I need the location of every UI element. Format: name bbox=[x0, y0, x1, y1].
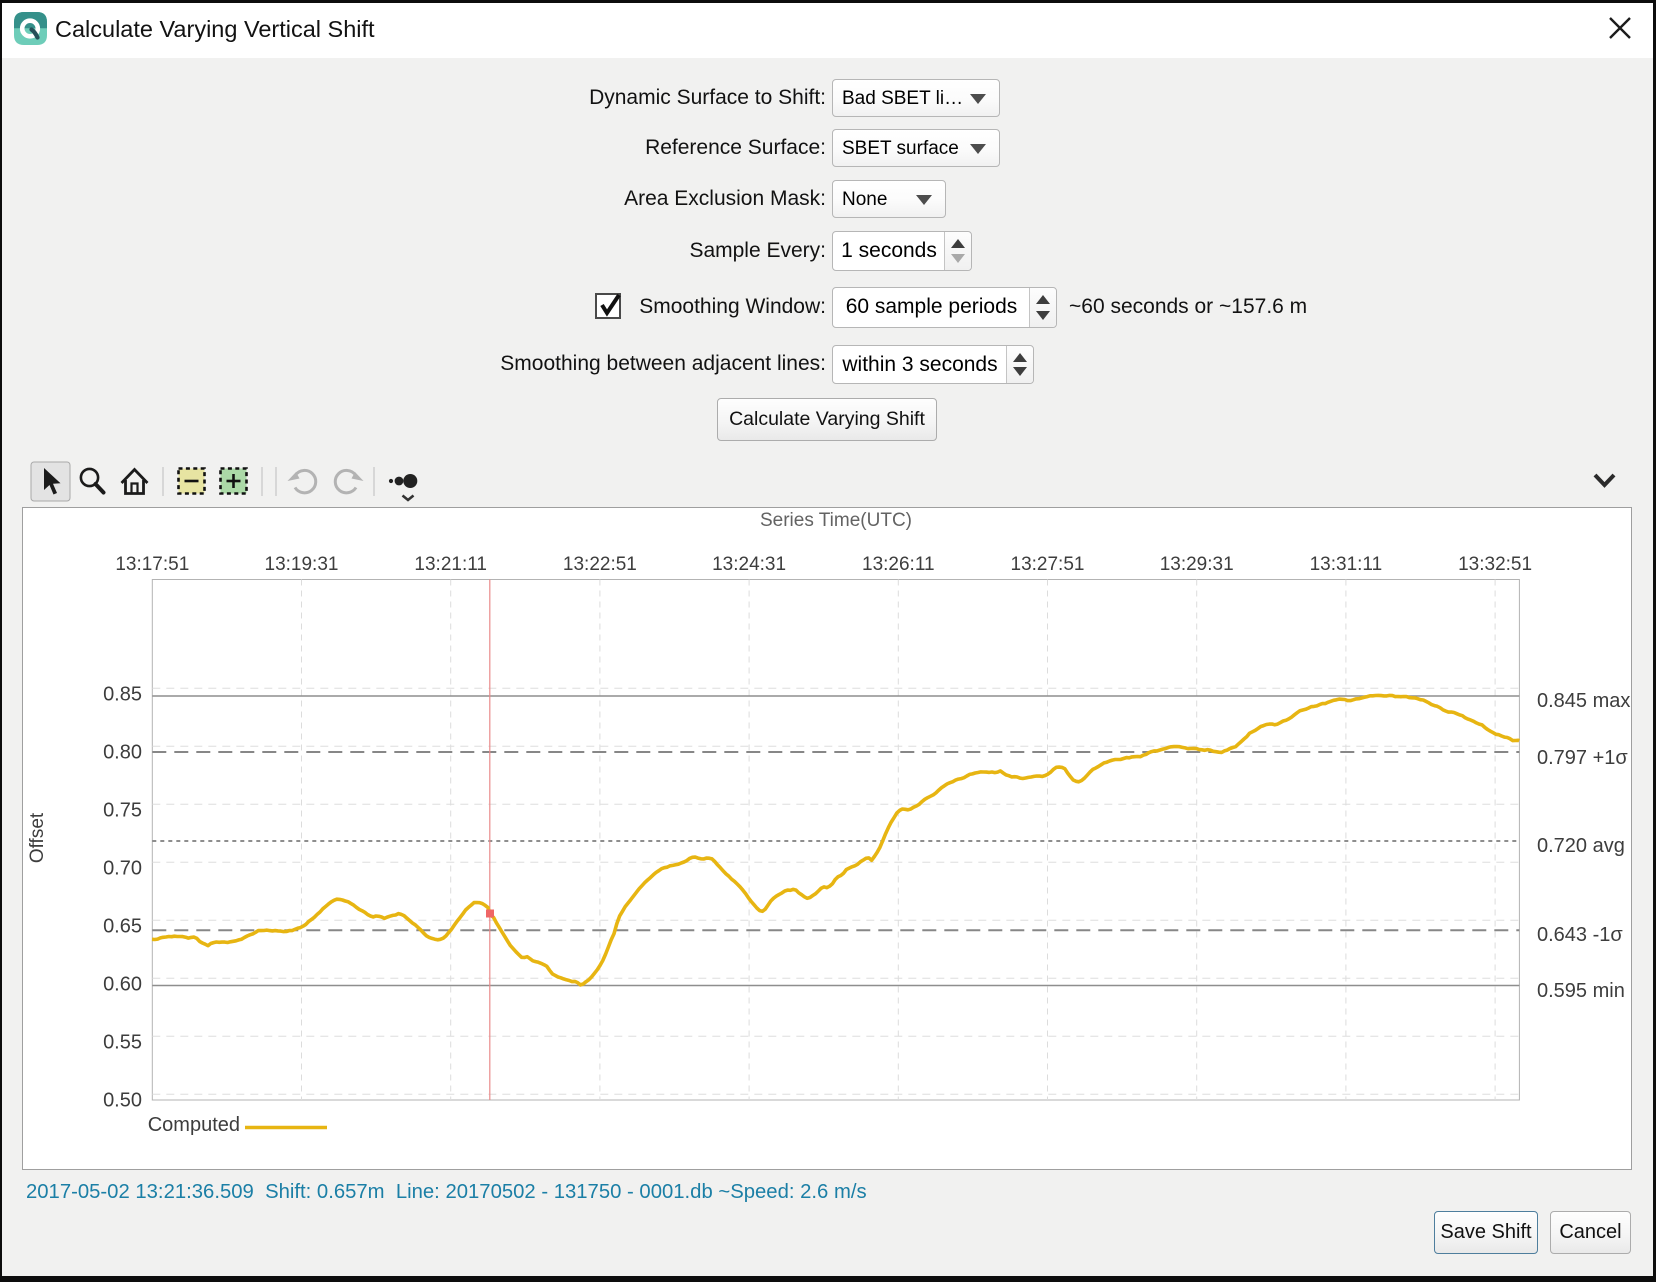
svg-text:13:29:31: 13:29:31 bbox=[1160, 554, 1234, 575]
svg-text:0.85: 0.85 bbox=[103, 683, 142, 705]
svg-text:0.720 avg: 0.720 avg bbox=[1537, 835, 1625, 857]
svg-text:13:22:51: 13:22:51 bbox=[563, 554, 637, 575]
svg-text:13:17:51: 13:17:51 bbox=[115, 554, 189, 575]
svg-text:0.70: 0.70 bbox=[103, 857, 142, 879]
svg-text:0.80: 0.80 bbox=[103, 741, 142, 763]
svg-text:0.75: 0.75 bbox=[103, 799, 142, 821]
svg-text:Computed: Computed bbox=[148, 1114, 240, 1136]
svg-text:Offset: Offset bbox=[27, 812, 48, 863]
svg-text:0.50: 0.50 bbox=[103, 1089, 142, 1111]
svg-text:0.65: 0.65 bbox=[103, 915, 142, 937]
svg-text:13:27:51: 13:27:51 bbox=[1011, 554, 1085, 575]
svg-text:0.595 min: 0.595 min bbox=[1537, 980, 1625, 1002]
svg-text:13:21:11: 13:21:11 bbox=[414, 554, 487, 575]
svg-text:13:24:31: 13:24:31 bbox=[712, 554, 786, 575]
svg-text:0.845 max: 0.845 max bbox=[1537, 690, 1630, 712]
svg-text:Series Time(UTC): Series Time(UTC) bbox=[760, 510, 912, 531]
svg-text:0.60: 0.60 bbox=[103, 973, 142, 995]
svg-text:0.797 +1σ: 0.797 +1σ bbox=[1537, 747, 1628, 769]
svg-text:13:32:51: 13:32:51 bbox=[1458, 554, 1532, 575]
svg-text:13:31:11: 13:31:11 bbox=[1310, 554, 1383, 575]
svg-text:0.55: 0.55 bbox=[103, 1031, 142, 1053]
svg-text:13:19:31: 13:19:31 bbox=[265, 554, 339, 575]
svg-text:0.643 -1σ: 0.643 -1σ bbox=[1537, 924, 1623, 946]
svg-text:13:26:11: 13:26:11 bbox=[862, 554, 935, 575]
